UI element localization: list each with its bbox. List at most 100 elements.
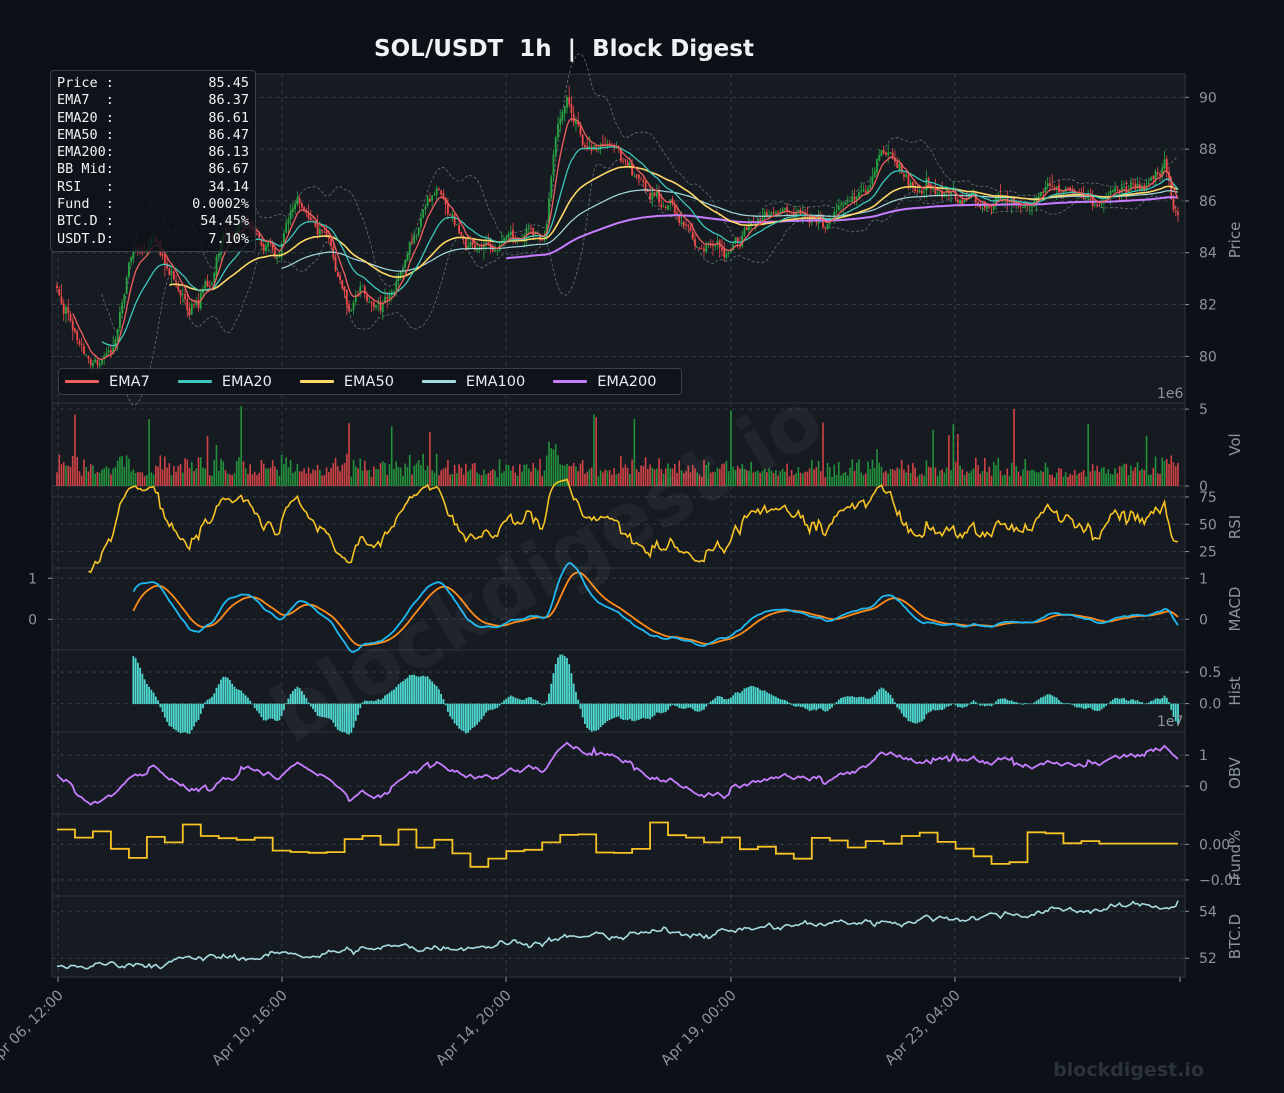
- hist-bar: [763, 690, 766, 705]
- candle-body: [853, 196, 856, 200]
- hist-bar: [745, 687, 748, 705]
- candle-body: [507, 233, 510, 238]
- hist-bar: [235, 688, 238, 705]
- hist-bar: [446, 703, 449, 712]
- candle-body: [404, 259, 407, 268]
- volume-bar: [613, 467, 615, 486]
- volume-bar: [939, 470, 941, 486]
- hist-bar: [774, 696, 777, 705]
- hist-bar: [682, 703, 685, 709]
- candle-body: [69, 314, 72, 321]
- hist-bar: [265, 703, 267, 721]
- candle-body: [467, 246, 470, 250]
- hist-bar: [359, 703, 362, 709]
- hist-bar: [732, 695, 735, 705]
- hist-bar: [938, 703, 941, 710]
- hist-bar: [161, 703, 164, 712]
- candle-body: [837, 206, 840, 211]
- volume-bar: [943, 472, 946, 486]
- hist-bar: [588, 703, 591, 730]
- candle-body: [213, 272, 216, 282]
- volume-bar: [323, 475, 326, 486]
- volume-bar: [1033, 470, 1036, 486]
- hist-bar: [278, 703, 281, 721]
- hist-bar: [260, 703, 263, 718]
- hist-bar: [280, 703, 283, 716]
- candle-body: [770, 212, 773, 215]
- hist-bar: [685, 703, 687, 709]
- exponent-label: 1e6: [1157, 386, 1184, 402]
- candle-body: [1037, 196, 1040, 199]
- hist-bar: [779, 699, 782, 705]
- hist-bar: [343, 703, 346, 733]
- hist-bar: [873, 694, 876, 705]
- hist-bar: [136, 662, 139, 705]
- candle-body: [824, 227, 827, 229]
- hist-bar: [552, 673, 555, 705]
- hist-bar: [570, 673, 573, 705]
- hist-bar: [642, 703, 645, 718]
- hist-bar: [835, 702, 838, 705]
- hist-bar: [837, 699, 840, 705]
- candle-body: [878, 155, 881, 160]
- hist-bar: [909, 703, 912, 722]
- candle-body: [541, 239, 544, 241]
- volume-bar: [984, 457, 986, 486]
- volume-bar: [402, 475, 404, 486]
- hist-bar: [229, 680, 231, 705]
- volume-bar: [611, 474, 613, 486]
- candle-body: [323, 232, 326, 233]
- candle-body: [1163, 159, 1166, 168]
- obv-line: [56, 741, 1179, 806]
- candle-body: [215, 256, 218, 276]
- hist-bar: [141, 673, 144, 705]
- hist-bar: [536, 700, 539, 705]
- volume-bar: [1082, 469, 1085, 486]
- volume-bar: [444, 467, 447, 486]
- volume-bar: [1026, 470, 1029, 486]
- candle-body: [1076, 195, 1078, 197]
- volume-bar: [512, 465, 514, 486]
- candle-body: [298, 198, 301, 204]
- hist-bar: [291, 690, 294, 705]
- candle-body: [1031, 206, 1033, 208]
- candle-body: [774, 211, 777, 214]
- hist-bar: [806, 703, 809, 710]
- volume-bar: [211, 475, 213, 486]
- volume-bar: [676, 473, 678, 486]
- candle-body: [1132, 183, 1134, 184]
- hist-bar: [388, 692, 391, 705]
- hist-bar: [530, 697, 532, 705]
- hist-bar: [408, 674, 411, 705]
- candle-body: [887, 152, 890, 156]
- volume-bar: [916, 476, 919, 486]
- volume-bar: [123, 466, 126, 486]
- hist-bar: [507, 696, 510, 705]
- volume-bar: [736, 465, 739, 486]
- candle-body: [673, 204, 676, 214]
- hist-bar: [658, 703, 660, 713]
- volume-bar: [267, 468, 269, 486]
- candle-body: [548, 198, 550, 224]
- candle-body: [923, 191, 926, 193]
- hist-bar: [429, 679, 431, 705]
- candle-body: [316, 224, 319, 235]
- volume-bar: [703, 460, 705, 486]
- hist-bar: [712, 699, 714, 705]
- volume-bar: [887, 473, 890, 486]
- hist-bar: [186, 703, 189, 734]
- hist-bar: [595, 703, 598, 731]
- candle-body: [557, 124, 559, 138]
- volume-bar: [388, 464, 391, 486]
- hist-bar: [568, 664, 571, 705]
- hist-bar: [590, 703, 593, 732]
- volume-bar: [204, 468, 207, 486]
- volume-bar: [1105, 473, 1107, 486]
- candle-body: [377, 302, 380, 305]
- candle-body: [631, 163, 634, 176]
- volume-bar: [957, 433, 959, 486]
- hist-bar: [871, 696, 874, 705]
- volume-bar: [1001, 475, 1004, 486]
- volume-bar: [626, 467, 629, 486]
- volume-bar: [622, 467, 624, 486]
